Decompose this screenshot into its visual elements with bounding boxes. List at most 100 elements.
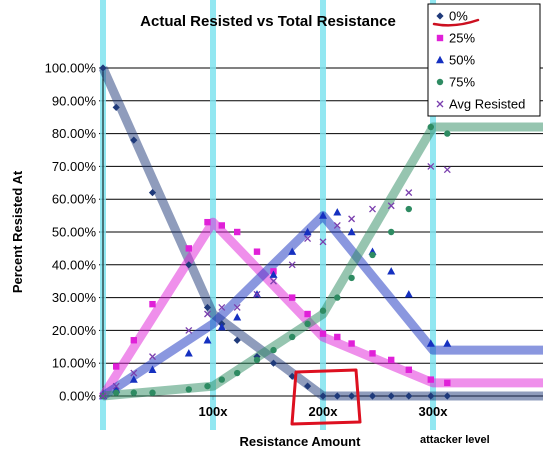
data-point-s1-10 bbox=[289, 294, 296, 301]
legend-label-1: 25% bbox=[449, 31, 475, 46]
y-axis-title: Percent Resisted At bbox=[10, 170, 25, 293]
legend: 0% 25% 50% 75% Avg Resisted bbox=[427, 3, 541, 117]
legend-label-0: 0% bbox=[449, 9, 468, 24]
data-point-s0-14 bbox=[348, 392, 356, 400]
data-point-s1-15 bbox=[369, 350, 376, 357]
data-point-s2-2 bbox=[129, 375, 138, 383]
data-point-s0-0 bbox=[99, 64, 107, 72]
trend-line-1 bbox=[99, 217, 543, 399]
data-point-s0-7 bbox=[233, 336, 241, 344]
red-underline-annotation bbox=[432, 18, 480, 27]
y-tick-label-1: 10.00% bbox=[52, 356, 97, 371]
data-point-s3-14 bbox=[348, 274, 355, 282]
data-point-s2-10 bbox=[288, 247, 297, 255]
data-point-s3-6 bbox=[218, 376, 225, 383]
legend-label-3: 75% bbox=[449, 75, 475, 90]
data-point-s0-10 bbox=[288, 372, 296, 380]
data-point-s4-0 bbox=[99, 392, 107, 400]
data-point-s1-1 bbox=[113, 363, 120, 370]
legend-marker-2 bbox=[436, 55, 444, 64]
y-tick-label-0: 0.00% bbox=[59, 389, 96, 404]
x-tick-label-0: 100x bbox=[199, 404, 229, 419]
data-point-s0-9 bbox=[269, 359, 278, 367]
data-point-s0-15 bbox=[368, 392, 377, 400]
y-tick-label-9: 90.00% bbox=[52, 93, 97, 108]
data-point-s1-5 bbox=[204, 218, 211, 226]
data-point-s4-7 bbox=[233, 303, 241, 311]
y-tick-label-2: 20.00% bbox=[52, 323, 97, 338]
x-tick-label-2: 300x bbox=[419, 404, 449, 419]
data-point-s3-17 bbox=[405, 205, 412, 213]
data-point-s3-16 bbox=[388, 228, 395, 236]
attacker-level-note: attacker level bbox=[420, 434, 490, 446]
data-point-s3-18 bbox=[427, 123, 434, 131]
data-point-s4-12 bbox=[319, 238, 327, 246]
data-point-s1-17 bbox=[405, 366, 412, 373]
data-point-s1-14 bbox=[348, 340, 355, 347]
data-point-s1-18 bbox=[427, 376, 434, 383]
data-point-s4-19 bbox=[443, 166, 451, 174]
data-point-s2-3 bbox=[148, 365, 157, 373]
data-point-s0-17 bbox=[405, 392, 413, 400]
data-point-s2-19 bbox=[443, 339, 452, 347]
data-point-s1-13 bbox=[334, 333, 341, 341]
data-point-s2-16 bbox=[387, 267, 396, 275]
red-box-annotation bbox=[290, 368, 362, 426]
data-point-s0-12 bbox=[319, 392, 327, 400]
data-point-s3-13 bbox=[334, 294, 341, 301]
data-point-s2-12 bbox=[319, 211, 327, 219]
data-point-s1-19 bbox=[444, 379, 451, 387]
legend-marker-3 bbox=[436, 78, 444, 86]
data-point-s3-7 bbox=[234, 369, 241, 377]
chart-title: Actual Resisted vs Total Resistance bbox=[140, 13, 396, 30]
data-point-s1-12 bbox=[319, 330, 327, 337]
data-point-s1-16 bbox=[388, 356, 395, 364]
data-point-s1-2 bbox=[130, 337, 137, 344]
legend-label-4: Avg Resisted bbox=[449, 97, 525, 112]
data-point-s4-10 bbox=[288, 261, 296, 269]
legend-box bbox=[427, 3, 541, 117]
data-point-s4-2 bbox=[130, 369, 138, 377]
y-tick-label-4: 40.00% bbox=[52, 257, 97, 272]
data-point-s4-5 bbox=[204, 310, 211, 318]
data-point-s3-1 bbox=[113, 389, 120, 396]
data-point-s4-6 bbox=[218, 303, 226, 311]
data-markers bbox=[99, 64, 452, 400]
data-point-s4-4 bbox=[185, 326, 193, 334]
data-point-s3-8 bbox=[253, 356, 261, 364]
data-point-s1-8 bbox=[253, 248, 261, 255]
data-point-s4-13 bbox=[333, 221, 341, 229]
data-point-s1-6 bbox=[218, 222, 225, 229]
data-point-s2-4 bbox=[184, 349, 193, 357]
data-point-s1-4 bbox=[185, 245, 192, 252]
data-point-s3-12 bbox=[319, 307, 327, 314]
data-point-s2-13 bbox=[333, 208, 342, 216]
data-point-s0-13 bbox=[333, 392, 341, 400]
y-tick-label-3: 30.00% bbox=[52, 290, 97, 305]
data-point-s4-8 bbox=[253, 290, 261, 298]
data-point-s3-5 bbox=[204, 382, 211, 390]
data-point-s4-9 bbox=[270, 277, 277, 285]
trend-line-3 bbox=[102, 122, 543, 401]
data-point-s0-18 bbox=[427, 392, 435, 400]
data-point-s3-11 bbox=[304, 320, 311, 328]
legend-marker-4 bbox=[436, 100, 444, 108]
y-tick-label-6: 60.00% bbox=[52, 192, 97, 207]
data-point-s2-18 bbox=[426, 339, 435, 347]
y-tick-label-8: 80.00% bbox=[52, 126, 97, 141]
data-point-s0-11 bbox=[304, 382, 312, 390]
data-point-s1-3 bbox=[149, 300, 156, 308]
data-point-s3-2 bbox=[130, 389, 137, 396]
data-point-s3-10 bbox=[289, 333, 296, 341]
data-point-s2-9 bbox=[269, 270, 278, 278]
data-point-s2-6 bbox=[217, 322, 226, 331]
x-tick-labels: 100x 200x 300x bbox=[199, 404, 449, 419]
y-tick-labels: 0.00% 10.00% 20.00% 30.00% 40.00% 50.00% 60.00… bbox=[45, 61, 97, 404]
data-point-s0-5 bbox=[203, 303, 212, 312]
data-point-s3-15 bbox=[369, 251, 376, 259]
data-point-s4-14 bbox=[348, 215, 356, 223]
data-point-s4-11 bbox=[304, 235, 312, 243]
x-axis-title: Resistance Amount bbox=[240, 434, 362, 449]
data-point-s0-4 bbox=[185, 261, 193, 269]
data-point-s0-3 bbox=[148, 189, 157, 197]
